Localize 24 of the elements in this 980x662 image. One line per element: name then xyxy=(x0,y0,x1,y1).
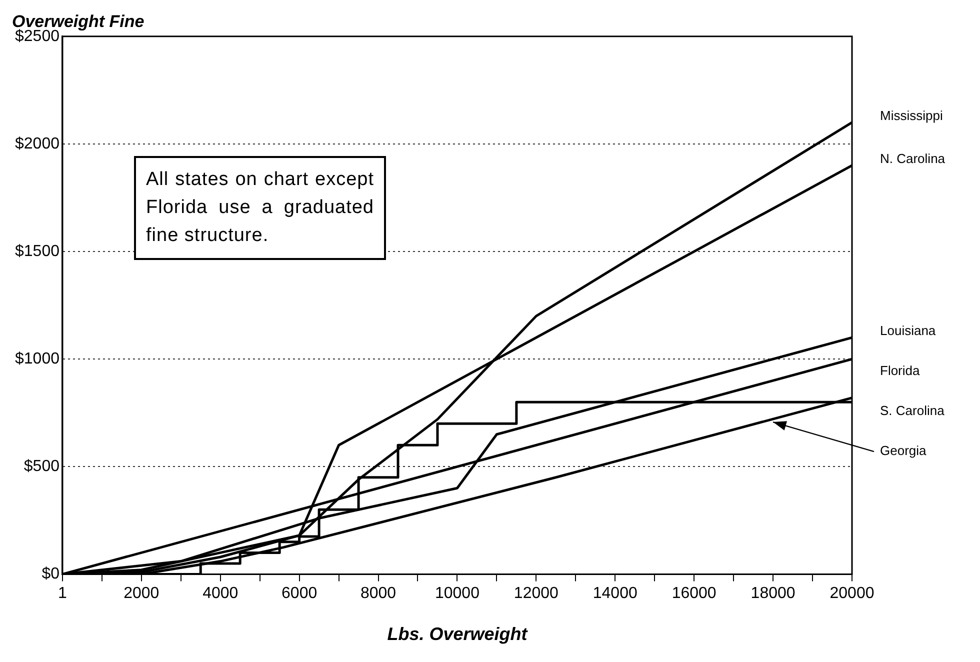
x-tick-label: 20000 xyxy=(830,585,874,602)
y-tick-label: $1500 xyxy=(14,242,60,260)
x-tick-label: 12000 xyxy=(514,585,559,602)
text: Florida xyxy=(880,363,921,378)
x-tick-label: 8000 xyxy=(360,585,396,602)
text: S. Carolina xyxy=(880,403,946,418)
x-tick-label: 6000 xyxy=(282,585,318,602)
x-tick-label: 2000 xyxy=(124,585,160,602)
text: Louisiana xyxy=(880,323,936,338)
x-tick-label: 1 xyxy=(58,585,68,602)
x-axis-title: Lbs. Overweight xyxy=(387,624,528,644)
y-tick-label: $2000 xyxy=(14,135,60,152)
text: Georgia xyxy=(880,443,928,458)
x-tick-label: 16000 xyxy=(672,585,716,602)
x-tick-label: 10000 xyxy=(434,585,480,602)
y-tick-label: $0 xyxy=(42,566,60,583)
x-tick-label: 18000 xyxy=(750,585,796,602)
x-tick-label: 14000 xyxy=(592,585,638,602)
x-tick-label: 4000 xyxy=(202,585,238,602)
y-tick-label: $500 xyxy=(24,458,60,476)
annotation: All states on chart except Florida use a graduated fine structure. xyxy=(134,156,386,260)
text: Mississippi xyxy=(880,108,943,124)
y-tick-label: $1000 xyxy=(14,350,60,368)
text: N. Carolina xyxy=(880,151,946,166)
